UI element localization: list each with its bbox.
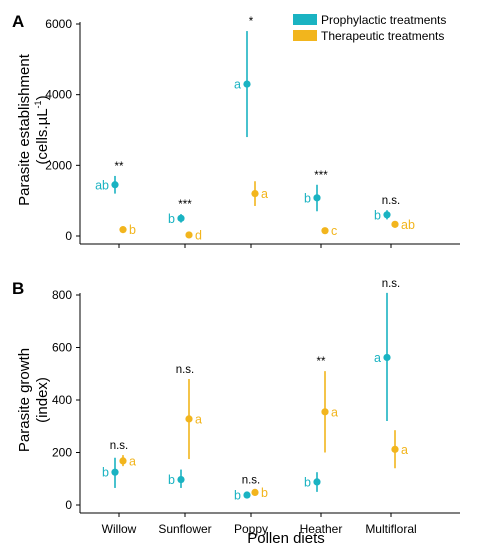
y-axis-title: Parasite growth(index)	[16, 348, 51, 452]
y-tick-label: 200	[52, 446, 72, 460]
y-axis-title: Parasite establishment(cells.µL-1)	[16, 53, 51, 206]
legend-label: Therapeutic treatments	[321, 29, 444, 43]
group-letter: a	[331, 405, 338, 419]
significance-label: *	[249, 16, 254, 28]
x-tick-label: Sunflower	[158, 522, 211, 536]
significance-label: **	[115, 161, 124, 173]
y-tick-label: 4000	[45, 88, 72, 102]
data-point	[391, 445, 399, 453]
data-point	[321, 408, 329, 416]
group-letter: a	[261, 187, 268, 201]
y-tick-label: 0	[65, 229, 72, 243]
significance-label: **	[317, 356, 326, 368]
significance-label: n.s.	[382, 278, 401, 290]
group-letter: a	[234, 78, 241, 92]
group-letter: b	[168, 473, 175, 487]
significance-label: ***	[314, 170, 328, 182]
group-letter: b	[304, 191, 311, 205]
data-point	[313, 194, 321, 202]
group-letter: b	[168, 212, 175, 226]
data-point	[313, 478, 321, 486]
data-point	[391, 220, 399, 228]
data-point	[119, 226, 127, 234]
panel-letter: B	[12, 279, 24, 298]
group-letter: c	[331, 224, 337, 238]
data-point	[243, 80, 251, 88]
group-letter: b	[304, 475, 311, 489]
significance-label: n.s.	[176, 364, 195, 376]
data-point	[111, 468, 119, 476]
data-point	[111, 181, 119, 189]
y-tick-label: 0	[65, 498, 72, 512]
x-tick-label: Poppy	[234, 522, 268, 536]
data-point	[177, 214, 185, 222]
group-letter: ab	[95, 178, 109, 192]
group-letter: b	[129, 223, 136, 237]
group-letter: b	[234, 489, 241, 503]
y-tick-label: 600	[52, 341, 72, 355]
y-tick-label: 2000	[45, 158, 72, 172]
panel-a: A 0 2000 4000 6000 Parasite establishment(cel…	[12, 12, 460, 248]
data-point	[321, 227, 329, 235]
data-point	[119, 457, 127, 465]
data-point	[383, 353, 391, 362]
significance-label: n.s.	[110, 440, 129, 452]
data-point	[185, 231, 193, 239]
x-axis-title: Pollen diets	[247, 530, 325, 547]
y-tick-label: 800	[52, 288, 72, 302]
group-letter: ab	[401, 218, 415, 232]
group-letter: a	[374, 351, 381, 365]
legend-swatch	[293, 30, 317, 41]
panel-letter: A	[12, 12, 24, 31]
data-point	[243, 491, 251, 499]
data-point	[383, 211, 391, 219]
significance-label: ***	[178, 199, 192, 211]
x-tick-label: Willow	[102, 522, 137, 536]
group-letter: b	[102, 466, 109, 480]
group-letter: a	[195, 412, 202, 426]
data-point	[251, 190, 259, 198]
group-letter: d	[195, 228, 202, 242]
legend: Prophylactic treatments Therapeutic treat…	[293, 13, 446, 43]
x-tick-label: Multifloral	[365, 522, 416, 536]
group-letter: b	[374, 208, 381, 222]
data-point	[185, 415, 193, 423]
significance-label: n.s.	[382, 195, 401, 207]
data-point	[251, 488, 259, 496]
legend-swatch	[293, 14, 317, 25]
y-tick-label: 400	[52, 393, 72, 407]
group-letter: b	[261, 486, 268, 500]
data-point	[177, 475, 185, 484]
legend-label: Prophylactic treatments	[321, 13, 446, 27]
group-letter: a	[401, 443, 408, 457]
y-tick-label: 6000	[45, 17, 72, 31]
x-tick-label: Heather	[300, 522, 343, 536]
significance-label: n.s.	[242, 474, 261, 486]
panel-b: B 0 200 400 600 800 Willow Sunflower Poppy Heathe…	[12, 278, 460, 536]
group-letter: a	[129, 454, 136, 468]
